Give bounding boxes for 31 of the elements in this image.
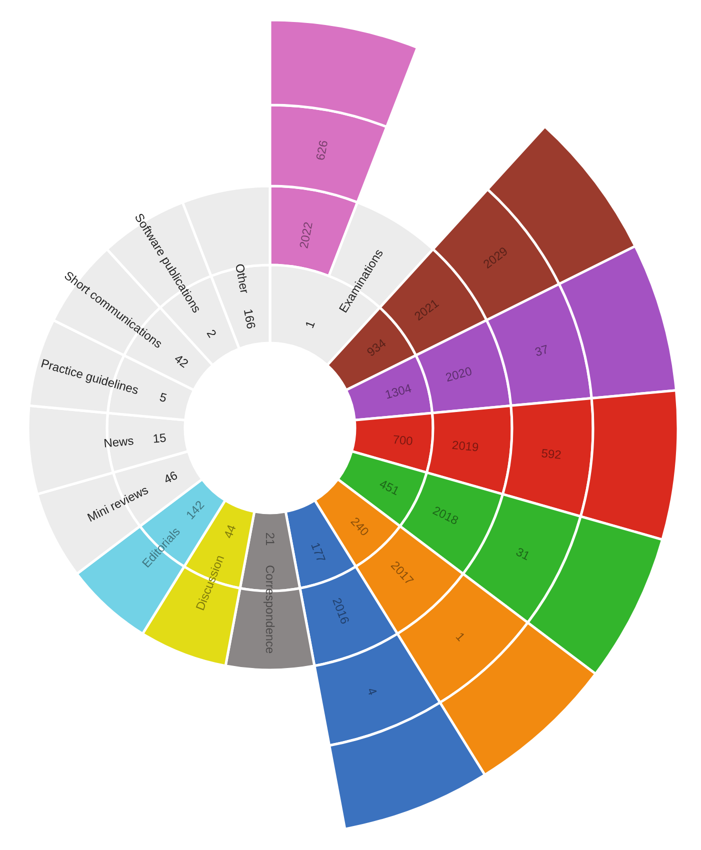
category-label: 2016 — [330, 596, 352, 626]
data-label: 626 — [313, 138, 331, 162]
data-label: 37 — [533, 342, 550, 360]
data-label: 5 — [158, 390, 169, 406]
data-label: 21 — [263, 532, 277, 546]
data-label: 15 — [152, 430, 168, 446]
category-label: 2018 — [430, 503, 461, 528]
data-label: 42 — [172, 351, 192, 371]
category-label: 2019 — [451, 438, 480, 454]
data-label: 1 — [452, 630, 468, 644]
data-label: 166 — [240, 308, 258, 330]
category-label: News — [103, 434, 134, 450]
category-label: Practice guidelines — [39, 356, 140, 398]
data-label: 592 — [540, 446, 562, 462]
data-label: 142 — [183, 498, 208, 522]
data-label: 451 — [377, 476, 402, 498]
category-label: 2020 — [444, 364, 474, 385]
category-label: Correspondence — [263, 565, 277, 654]
data-label: 4 — [364, 686, 380, 698]
data-label: 1 — [302, 318, 318, 330]
data-label: 177 — [308, 540, 328, 565]
category-label: 2022 — [296, 220, 316, 250]
category-label: Other — [232, 262, 252, 295]
data-label: 2 — [204, 327, 220, 340]
data-label: 240 — [348, 514, 372, 539]
data-label: 934 — [364, 336, 389, 360]
data-label: 31 — [514, 544, 532, 564]
data-label: 700 — [392, 432, 414, 448]
data-label: 46 — [162, 468, 180, 487]
data-label: 1304 — [384, 381, 414, 402]
data-label: 44 — [220, 522, 239, 540]
